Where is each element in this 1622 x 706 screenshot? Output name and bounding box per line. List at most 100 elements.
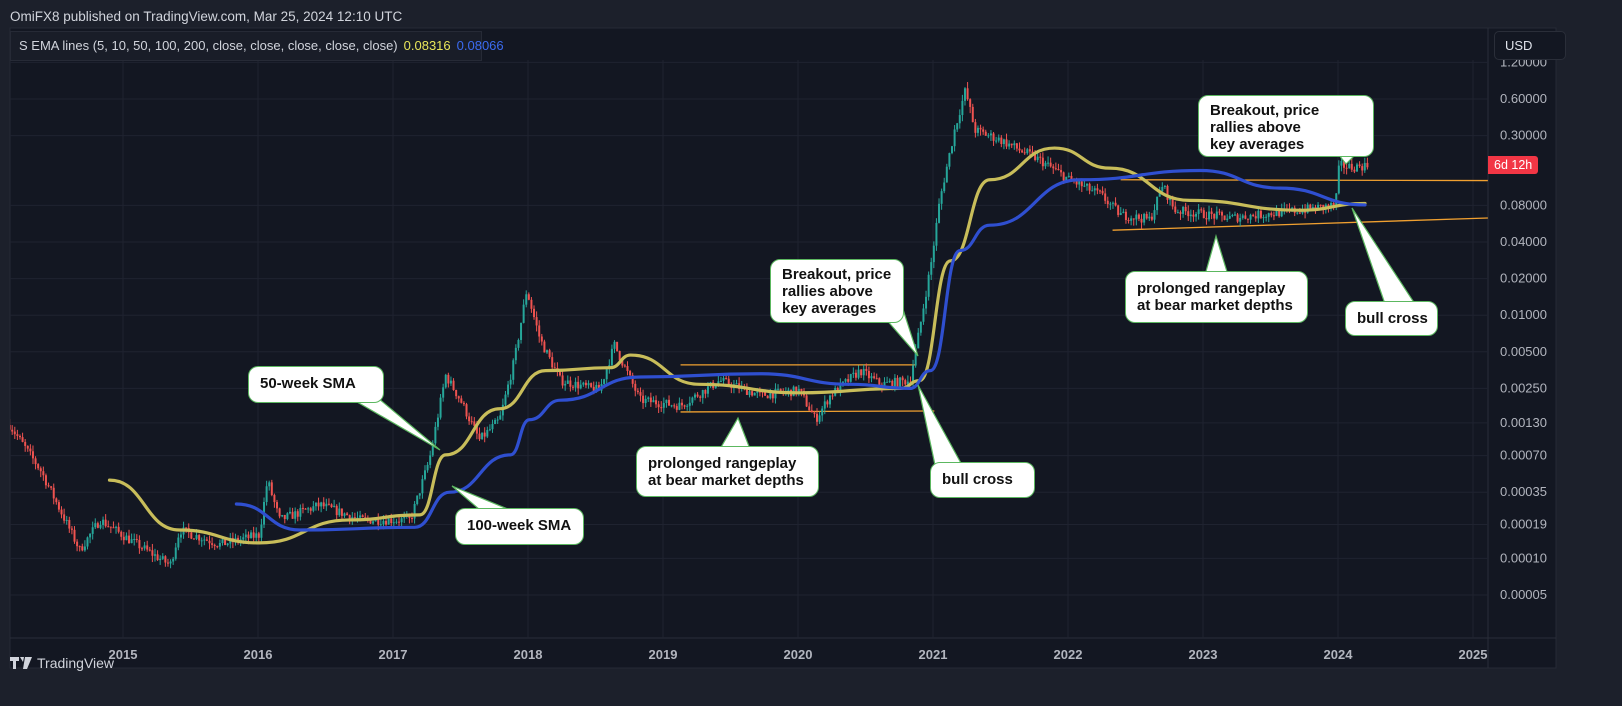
candle-body — [1127, 220, 1130, 222]
candle-body — [1278, 210, 1281, 217]
candle-body — [857, 369, 860, 378]
candle-body — [192, 538, 195, 540]
candle-body — [756, 391, 759, 393]
candle — [198, 533, 201, 545]
candle-body — [1197, 209, 1200, 214]
candle-body — [1267, 213, 1270, 217]
candle — [681, 399, 684, 410]
candle-body — [1122, 211, 1125, 213]
candle-body — [1166, 185, 1169, 200]
candle-body — [1049, 162, 1052, 167]
candle-body — [1356, 164, 1359, 172]
candle — [91, 521, 94, 540]
candle — [678, 397, 681, 411]
candle-body — [899, 377, 902, 387]
candle — [930, 257, 933, 280]
candle-body — [159, 558, 162, 561]
candle — [335, 504, 338, 522]
candle-body — [745, 386, 748, 395]
candle-body — [514, 347, 517, 361]
candle — [875, 373, 878, 380]
candle-body — [390, 518, 393, 524]
candle-body — [1161, 186, 1164, 192]
candle-body — [24, 441, 27, 446]
candle-body — [426, 464, 429, 471]
currency-button[interactable]: USD — [1494, 31, 1566, 60]
time-axis[interactable]: 2015 2016 2017 2018 2019 2020 2021 2022 2023 2024… — [109, 647, 1488, 662]
candle — [333, 499, 336, 508]
candle — [1221, 210, 1224, 222]
candle — [104, 514, 107, 528]
candle-body — [1192, 214, 1195, 217]
candle-body — [465, 404, 468, 417]
candle-body — [748, 391, 751, 395]
candle-body — [966, 88, 969, 100]
callout-breakout-2021: Breakout, price rallies above key averag… — [770, 259, 904, 323]
candle — [216, 545, 219, 549]
candle — [1005, 133, 1008, 150]
candle — [83, 540, 86, 552]
candle-body — [434, 426, 437, 444]
candle — [1195, 211, 1198, 222]
candle — [496, 416, 499, 424]
candle-body — [50, 486, 53, 488]
candle-body — [343, 513, 346, 516]
publish-info: OmiFX8 published on TradingView.com, Mar… — [10, 9, 403, 24]
callout-text: bull cross — [942, 471, 1013, 488]
candle — [507, 380, 510, 398]
candle — [161, 553, 164, 561]
candle — [1218, 208, 1221, 216]
candle-body — [1018, 148, 1021, 151]
candle — [1057, 163, 1060, 171]
candle — [1270, 211, 1273, 218]
candle — [956, 122, 959, 132]
candle-body — [540, 336, 543, 342]
candle — [652, 396, 655, 403]
candle-body — [787, 389, 790, 392]
candle — [252, 526, 255, 543]
candle-body — [1156, 196, 1159, 211]
price-axis[interactable]: 1.200000.600000.300000.080000.040000.020… — [1500, 54, 1547, 602]
candle — [1153, 204, 1156, 224]
candle — [60, 506, 63, 519]
tradingview-logo[interactable]: TradingView — [10, 655, 114, 671]
candle — [1018, 142, 1021, 154]
candle — [120, 530, 123, 541]
candle-body — [442, 387, 445, 398]
candle-body — [1270, 213, 1273, 216]
indicator-legend[interactable]: S EMA lines (5, 10, 50, 100, 200, close,… — [10, 31, 504, 61]
candle — [569, 376, 572, 392]
candle — [1093, 185, 1096, 196]
candle — [828, 394, 831, 409]
candle-body — [751, 391, 754, 396]
candle-body — [304, 508, 307, 510]
candle-body — [517, 339, 520, 348]
candle-body — [257, 533, 260, 538]
candle-body — [569, 380, 572, 387]
candle — [886, 376, 889, 383]
candle-body — [439, 397, 442, 418]
candle-body — [670, 405, 673, 407]
candle — [605, 368, 608, 385]
candle-body — [1005, 139, 1008, 147]
candle-body — [914, 348, 917, 366]
candle-body — [151, 550, 154, 556]
candle-body — [309, 508, 312, 511]
candle — [514, 344, 517, 365]
candle — [133, 533, 136, 546]
candle — [816, 408, 819, 426]
candle — [1205, 211, 1208, 225]
candle-body — [533, 308, 536, 318]
candle-body — [1075, 181, 1078, 185]
price-tick-label: 0.00070 — [1500, 448, 1547, 463]
candle-body — [816, 413, 819, 422]
candle — [1226, 214, 1229, 222]
candle-body — [935, 222, 938, 246]
candle — [473, 417, 476, 427]
candle-body — [826, 401, 829, 405]
candle — [1088, 182, 1091, 195]
candle — [250, 530, 253, 539]
candle-body — [722, 377, 725, 381]
candle-body — [507, 384, 510, 395]
